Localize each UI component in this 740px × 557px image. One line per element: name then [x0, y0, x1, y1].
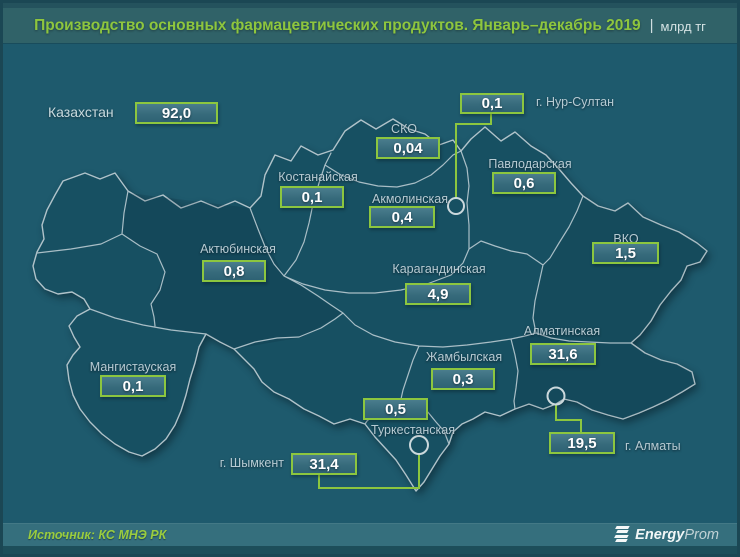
region-value-turkestan: 0,5: [363, 398, 428, 420]
region-label-aktobe: Актюбинская: [200, 242, 276, 256]
city-connectors: [318, 114, 582, 489]
region-label-pavlodar: Павлодарская: [488, 157, 572, 171]
city-value-nur-sultan: 0,1: [460, 93, 524, 114]
connector-shymkent: [318, 454, 420, 489]
region-value-akmola: 0,4: [369, 206, 435, 228]
header-bar: Производство основных фармацевтических п…: [3, 8, 737, 43]
city-marker-nur-sultan: [447, 197, 465, 215]
region-value-mangystau: 0,1: [100, 375, 166, 397]
region-label-almaty-region: Алматинская: [523, 324, 601, 338]
city-marker-almaty: [546, 386, 566, 406]
title-unit: млрд тг: [660, 18, 706, 34]
region-value-pavlodar: 0,6: [492, 172, 556, 194]
energyprom-logo-icon: [614, 526, 630, 543]
city-markers: [409, 197, 566, 455]
bottom-strip: [3, 546, 737, 554]
region-tint-vko: [533, 196, 707, 343]
energyprom-logo: Energy Prom: [614, 526, 719, 543]
title-separator: |: [649, 17, 654, 34]
logo-text-prom: Prom: [684, 526, 719, 543]
region-label-sko: СКО: [391, 122, 417, 136]
city-marker-shymkent: [409, 435, 429, 455]
city-label-shymkent: г. Шымкент: [219, 456, 284, 470]
region-value-almaty-region: 31,6: [530, 343, 596, 365]
connector-almaty: [555, 405, 582, 433]
region-value-karaganda: 4,9: [405, 283, 471, 305]
national-value: 92,0: [135, 102, 218, 124]
source-note: Источник: КС МНЭ РК: [28, 527, 167, 542]
connector-nur-sultan: [455, 114, 492, 198]
page-title: Производство основных фармацевтических п…: [34, 16, 641, 34]
city-label-nur-sultan: г. Нур-Султан: [536, 95, 614, 109]
region-label-akmola: Акмолинская: [372, 192, 448, 206]
region-label-kostanay: Костанайская: [278, 170, 358, 184]
kazakhstan-map: [32, 114, 708, 492]
region-borders: [36, 150, 632, 445]
country-shape: [32, 118, 708, 492]
region-value-kostanay: 0,1: [280, 186, 344, 208]
region-label-zhambyl: Жамбылская: [425, 350, 503, 364]
region-value-aktobe: 0,8: [202, 260, 266, 282]
logo-text-energy: Energy: [635, 526, 685, 543]
top-strip: [3, 3, 737, 8]
region-label-turkestan: Туркестанская: [371, 423, 455, 437]
region-value-sko: 0,04: [376, 137, 440, 159]
region-label-karaganda: Карагандинская: [392, 262, 486, 276]
footer-bar: Источник: КС МНЭ РК Energy Prom: [3, 523, 737, 546]
city-value-almaty: 19,5: [549, 432, 615, 454]
city-label-almaty: г. Алматы: [625, 439, 681, 453]
national-label: Казахстан: [48, 104, 114, 120]
city-value-shymkent: 31,4: [291, 453, 357, 475]
region-value-zhambyl: 0,3: [431, 368, 495, 390]
region-label-mangystau: Мангистауская: [89, 360, 177, 374]
region-value-vko: 1,5: [592, 242, 659, 264]
